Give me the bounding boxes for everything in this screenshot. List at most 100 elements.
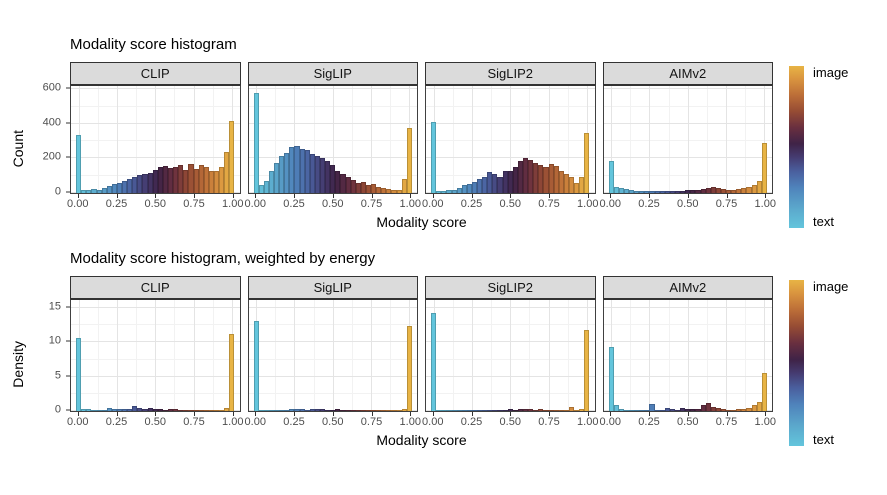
x-tick-label: 1.00 [754, 198, 776, 210]
histogram-bar [664, 408, 670, 411]
facet-panel-aimv2: AIMv2 0.00 0.25 0.50 0.75 1.00 [600, 62, 776, 211]
gridline-major [649, 300, 651, 411]
histogram-bar [553, 410, 559, 411]
colorbar-legend: image text [789, 62, 879, 230]
histogram-bar [294, 408, 300, 411]
histogram-bar [183, 170, 189, 193]
histogram-bar [376, 186, 382, 193]
gridline-minor [491, 300, 493, 411]
x-tick-mark [432, 194, 434, 198]
x-tick-label: 0.50 [677, 198, 699, 210]
gridline-major [548, 300, 550, 411]
gridline-major [294, 86, 296, 193]
histogram-bar [528, 409, 534, 411]
x-tick-label: 0.25 [105, 198, 128, 210]
facet-panel-siglip2: SigLIP2 0.00 0.25 0.50 0.75 1.00 [422, 276, 598, 429]
x-tick-mark [155, 412, 157, 416]
gridline-minor [136, 300, 138, 411]
gridline-major [764, 86, 766, 193]
gridline-major [116, 300, 118, 411]
histogram-bar [188, 164, 194, 193]
gridline-minor [668, 300, 670, 411]
gridline-minor [97, 86, 99, 193]
x-tick-label: 0.75 [183, 416, 205, 428]
histogram-bar [543, 167, 549, 193]
histogram-bar [649, 404, 655, 411]
x-tick-label: 0.25 [460, 198, 483, 210]
histogram-bar [193, 168, 199, 193]
y-tick-label: 15 [48, 300, 61, 313]
histogram-bar [451, 189, 457, 193]
x-tick-mark [587, 194, 589, 198]
histogram-bar [203, 410, 209, 411]
y-axis-title: Count [10, 62, 26, 230]
histogram-bar [162, 409, 168, 411]
histogram-bar [355, 183, 361, 193]
histogram-bar [116, 408, 123, 411]
histogram-bar [91, 410, 97, 411]
histogram-bar [406, 127, 412, 193]
histogram-bar [193, 410, 199, 411]
gridline-major [193, 86, 195, 193]
histogram-bar [386, 410, 392, 411]
x-tick-mark [649, 194, 650, 198]
gridline-major [726, 300, 728, 411]
histogram-bar [649, 191, 655, 193]
plot-area [425, 85, 596, 194]
histogram-bar [325, 409, 331, 411]
histogram-bar [446, 410, 452, 411]
x-tick-label: 0.00 [67, 416, 89, 428]
histogram-bar [183, 409, 189, 411]
y-tick-label: 10 [48, 334, 61, 347]
x-tick-mark [155, 194, 157, 198]
y-tick-label: 5 [54, 369, 61, 382]
histogram-bar [482, 410, 488, 411]
gridline-minor [630, 300, 632, 411]
histogram-bar [507, 409, 513, 411]
figure-title: Modality score histogram [70, 36, 237, 53]
x-tick-mark [649, 412, 650, 416]
histogram-bar [726, 189, 732, 193]
histogram-bar [198, 164, 204, 193]
histogram-bar [127, 178, 133, 193]
histogram-bar [203, 167, 209, 193]
x-tick-label: 1.00 [399, 416, 421, 428]
histogram-bar [289, 408, 295, 411]
histogram-bar [406, 326, 412, 411]
gridline-minor [529, 300, 531, 411]
histogram-bar [680, 408, 686, 411]
histogram-bar [76, 135, 82, 193]
histogram-bar [497, 409, 503, 411]
histogram-bar [365, 410, 372, 411]
histogram-bar [152, 408, 158, 411]
histogram-bar [680, 190, 686, 193]
histogram-bar [279, 155, 285, 193]
histogram-bar [710, 406, 716, 411]
x-tick-label: 1.00 [222, 198, 244, 210]
histogram-bar [492, 173, 498, 193]
gridline-major [687, 300, 689, 411]
histogram-bar [431, 122, 437, 193]
histogram-bar [309, 409, 315, 411]
x-tick-mark [432, 412, 434, 416]
x-tick-mark [471, 412, 473, 416]
histogram-bar [127, 408, 133, 411]
histogram-bar [147, 408, 153, 411]
histogram-bar [736, 189, 742, 193]
histogram-bar [548, 163, 554, 193]
y-tick-mark [66, 375, 70, 377]
histogram-bar [574, 410, 580, 411]
histogram-bar [726, 409, 732, 411]
histogram-bar [618, 408, 624, 411]
histogram-bar [350, 180, 356, 193]
histogram-bar [512, 167, 518, 193]
histogram-bar [441, 190, 447, 193]
histogram-bar [111, 409, 117, 411]
x-tick-mark [194, 194, 195, 198]
x-tick-label: 0.50 [322, 416, 344, 428]
gridline-major [116, 86, 118, 193]
y-tick-label: 0 [54, 403, 61, 416]
histogram-bar [720, 189, 727, 193]
x-tick-label: 0.00 [67, 198, 89, 210]
gridline-major [687, 86, 689, 193]
